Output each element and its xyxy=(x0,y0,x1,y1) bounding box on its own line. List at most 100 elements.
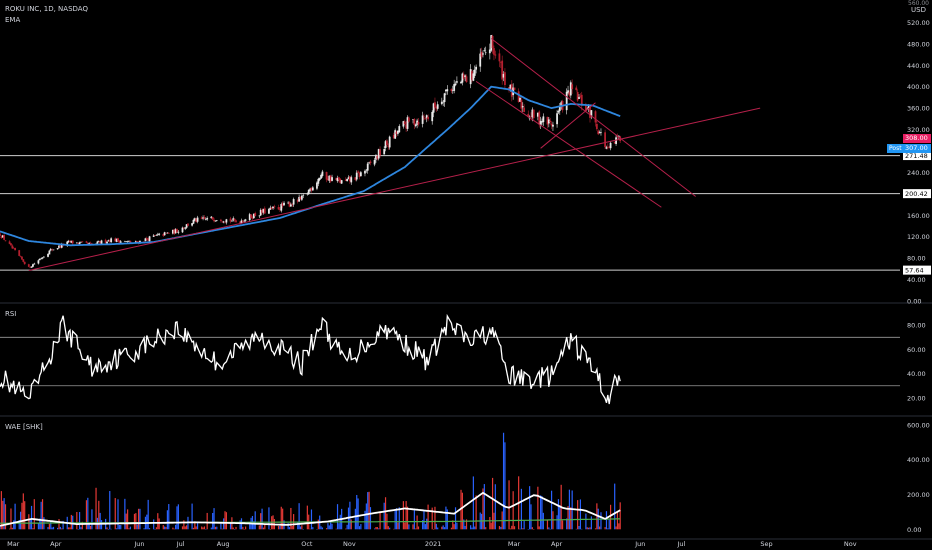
wae-bar xyxy=(78,512,81,530)
wae-bar xyxy=(312,527,314,530)
wae-bar xyxy=(489,517,491,530)
candle xyxy=(488,49,491,54)
wae-bar xyxy=(57,527,59,530)
candle xyxy=(519,97,521,102)
candle xyxy=(613,141,616,144)
candle xyxy=(58,245,60,248)
wae-bar xyxy=(431,507,433,530)
wae-bar xyxy=(485,527,487,530)
wae-bar xyxy=(135,513,137,530)
wae-bar xyxy=(508,480,510,530)
candle xyxy=(108,240,111,242)
candle xyxy=(501,60,504,80)
candle xyxy=(269,207,272,210)
candle xyxy=(119,241,122,243)
wae-bar xyxy=(537,486,539,530)
candle xyxy=(595,123,598,130)
candle xyxy=(70,240,73,243)
candle xyxy=(125,241,128,242)
time-axis-label: Jul xyxy=(176,540,185,548)
wae-bar xyxy=(394,509,396,530)
candle xyxy=(40,258,43,260)
wae-bar xyxy=(529,486,531,530)
rsi-tick-label: 20.00 xyxy=(907,394,926,402)
candle xyxy=(339,178,342,184)
candle xyxy=(67,241,70,242)
wae-bar xyxy=(452,520,454,530)
wae-bar xyxy=(559,505,561,530)
wae-bar xyxy=(364,510,366,530)
candle xyxy=(280,204,283,211)
wae-bar xyxy=(317,519,319,530)
candle xyxy=(499,62,502,63)
candle xyxy=(240,220,243,224)
candle xyxy=(211,216,214,220)
wae-bar xyxy=(260,513,262,530)
wae-bar xyxy=(201,526,203,530)
wae-bar xyxy=(546,519,549,530)
candle xyxy=(417,121,420,125)
wae-bar xyxy=(224,511,226,530)
candle xyxy=(184,227,187,229)
wae-bar xyxy=(221,528,223,530)
candle xyxy=(483,50,486,51)
wae-bar xyxy=(445,506,447,530)
wae-bar xyxy=(116,528,118,530)
candle xyxy=(148,236,151,242)
wae-tick-label: 200.00 xyxy=(907,491,930,499)
candle xyxy=(215,220,218,221)
wae-bar xyxy=(472,476,474,530)
wae-bar xyxy=(48,523,50,530)
wae-bar xyxy=(4,504,7,530)
candle xyxy=(171,229,174,234)
wae-bar xyxy=(354,508,356,530)
wae-bar xyxy=(346,524,348,530)
candle xyxy=(365,169,368,171)
candle xyxy=(193,218,196,221)
wae-bar xyxy=(223,518,225,530)
candle xyxy=(395,131,398,135)
candle xyxy=(30,266,33,268)
candle xyxy=(85,241,88,243)
wae-bar xyxy=(369,507,372,530)
wae-bar xyxy=(605,511,608,530)
candle xyxy=(156,234,159,235)
wae-bar xyxy=(89,525,92,530)
wae-bar xyxy=(262,527,265,530)
candle xyxy=(89,242,92,244)
wae-bar xyxy=(91,509,93,530)
candle xyxy=(88,243,91,245)
candle xyxy=(192,219,195,224)
wae-bar xyxy=(0,491,2,530)
wae-bar xyxy=(585,513,587,530)
candle xyxy=(81,241,84,242)
candle xyxy=(354,177,357,180)
wae-bar xyxy=(522,528,524,530)
candle xyxy=(298,196,301,202)
ema-line xyxy=(0,85,621,247)
wae-bar xyxy=(453,524,455,530)
candle xyxy=(494,54,497,56)
candle xyxy=(195,218,198,222)
wae-bar xyxy=(24,501,26,530)
time-axis-label: Apr xyxy=(50,540,62,548)
wae-bar xyxy=(100,520,103,530)
wae-bar xyxy=(446,509,448,530)
top-price-label: 560.00 xyxy=(908,0,929,7)
candle xyxy=(443,93,446,103)
candle xyxy=(598,132,601,134)
wae-bar xyxy=(475,495,477,530)
wae-bar xyxy=(412,524,414,530)
candle xyxy=(299,196,302,200)
wae-bar xyxy=(85,500,88,530)
candle xyxy=(364,170,366,174)
candle xyxy=(43,256,45,258)
price-tick-label: 120.00 xyxy=(907,233,930,241)
wae-bar xyxy=(166,510,168,530)
candle xyxy=(33,263,36,265)
wae-bar xyxy=(258,525,260,530)
wae-bar xyxy=(297,521,299,530)
wae-bar xyxy=(608,519,610,530)
candle xyxy=(106,241,108,244)
